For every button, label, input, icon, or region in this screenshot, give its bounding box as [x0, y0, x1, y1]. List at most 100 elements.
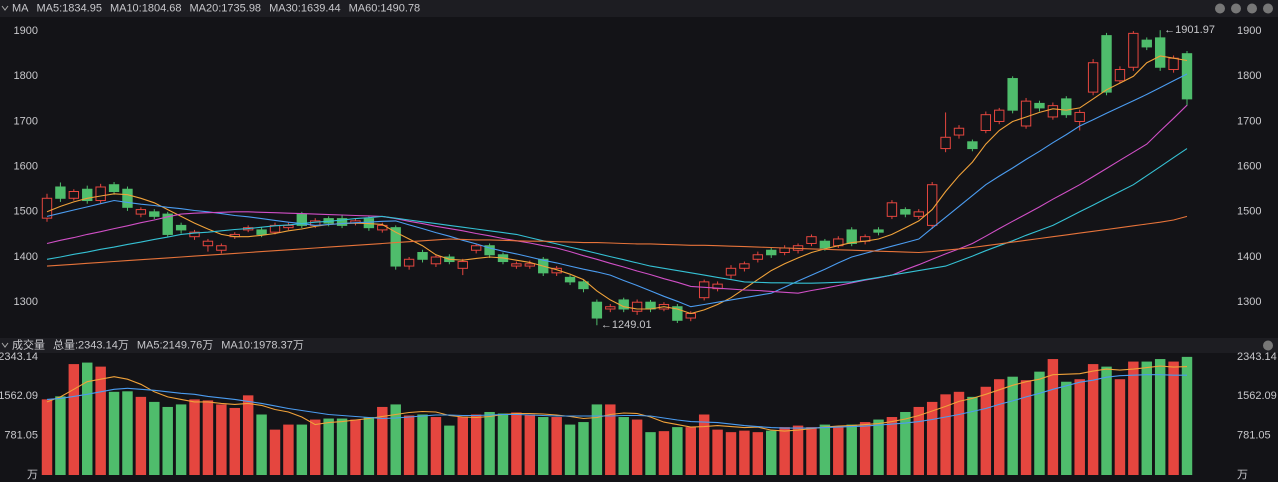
volume-bar — [900, 411, 911, 475]
candle-body — [470, 245, 482, 251]
volume-bar — [283, 424, 294, 475]
panel-title: MA — [12, 2, 29, 14]
volume-bar — [578, 422, 589, 475]
volume-bar — [149, 401, 160, 475]
candle-body — [886, 202, 898, 217]
ma-line — [46, 365, 1188, 432]
ma-line — [46, 104, 1188, 294]
candle-body — [819, 240, 831, 249]
volume-bar — [444, 425, 455, 475]
ma-line — [46, 148, 1188, 284]
y-tick-label: 1300 — [1237, 296, 1261, 308]
volume-bar — [685, 427, 696, 475]
candle-body — [940, 136, 951, 150]
volume-bar — [95, 366, 106, 475]
volume-bar — [605, 404, 616, 475]
volume-bar — [1141, 361, 1152, 475]
volume-bar — [819, 424, 831, 475]
candle-body — [189, 231, 200, 238]
volume-bar — [417, 414, 428, 475]
settings-button[interactable] — [1263, 340, 1273, 351]
candle-body — [1007, 78, 1018, 111]
volume-bar — [216, 404, 227, 475]
candle-body — [873, 229, 884, 233]
legend-entry: MA20:1735.98 — [190, 2, 262, 14]
volume-bar — [377, 406, 388, 475]
volume-bar — [363, 417, 375, 475]
volume-bar — [953, 391, 965, 475]
candle-body — [1168, 57, 1179, 71]
y-tick-label: 万 — [27, 469, 38, 481]
candle-body — [1128, 32, 1139, 68]
candle-body — [806, 236, 817, 244]
volume-bar — [698, 414, 710, 475]
price-annotation: ←1249.01 — [601, 319, 652, 331]
volume-bar — [403, 415, 415, 475]
volume-bar — [631, 419, 643, 475]
candle-body — [135, 209, 147, 215]
volume-bar — [524, 414, 536, 475]
candle-body — [162, 213, 173, 235]
candle-body — [336, 218, 348, 226]
candle-body — [122, 188, 133, 208]
legend-entry: MA5:1834.95 — [37, 2, 102, 14]
candle-body — [591, 301, 603, 319]
collapse-icon[interactable] — [1, 342, 9, 348]
legend-entry: MA10:1978.37万 — [221, 339, 304, 351]
volume-bar — [833, 426, 844, 475]
candle-body — [685, 313, 696, 319]
y-tick-label: 1600 — [14, 161, 38, 173]
candle-body — [108, 184, 120, 193]
volume-bar — [779, 427, 790, 475]
volume-bar — [618, 417, 629, 475]
ma-line — [46, 374, 1187, 429]
ma-line — [46, 55, 1188, 315]
candle-body — [417, 252, 428, 260]
candle-body — [202, 240, 214, 247]
y-tick-label: 1500 — [1237, 206, 1261, 218]
candle-body — [953, 127, 965, 136]
volume-bar — [296, 424, 308, 475]
candle-body — [551, 267, 562, 274]
y-tick-label: 1700 — [14, 115, 38, 127]
y-tick-label: 781.05 — [4, 430, 38, 442]
volume-bar — [68, 364, 80, 475]
volume-bar — [242, 395, 254, 475]
candle-body — [1020, 100, 1032, 127]
candle-body — [725, 267, 737, 276]
volume-bar — [926, 401, 938, 475]
candle-body — [766, 249, 777, 256]
candle-body — [283, 224, 294, 229]
volume-bar — [122, 391, 133, 475]
volume-bar — [859, 422, 871, 475]
candle-body — [926, 184, 938, 226]
legend-entry: MA10:1804.68 — [110, 2, 182, 14]
settings-button[interactable] — [1263, 3, 1273, 14]
y-tick-label: 1800 — [1237, 70, 1261, 82]
minus-button[interactable] — [1247, 3, 1257, 14]
collapse-icon[interactable] — [1, 5, 9, 11]
candle-body — [390, 227, 401, 267]
volume-bar — [1034, 371, 1045, 475]
ma-line — [46, 73, 1188, 308]
volume-header-bar — [0, 338, 1278, 353]
volume-bar — [739, 430, 750, 475]
plus-button[interactable] — [1231, 3, 1241, 14]
volume-bar — [886, 417, 898, 475]
volume-bar — [913, 406, 924, 475]
candle-body — [1061, 98, 1072, 116]
minus-button[interactable] — [1215, 3, 1225, 14]
y-tick-label: 1800 — [14, 70, 38, 82]
candle-body — [672, 306, 683, 321]
volume-bar — [940, 394, 951, 475]
y-tick-label: 781.05 — [1237, 430, 1271, 442]
volume-bar — [967, 396, 978, 475]
volume-bar — [846, 424, 857, 475]
candle-body — [216, 245, 227, 251]
y-tick-label: 1300 — [14, 296, 38, 308]
candle-body — [1154, 37, 1166, 68]
volume-bar — [994, 379, 1005, 475]
volume-bar — [1047, 359, 1059, 475]
volume-bar — [873, 419, 884, 475]
